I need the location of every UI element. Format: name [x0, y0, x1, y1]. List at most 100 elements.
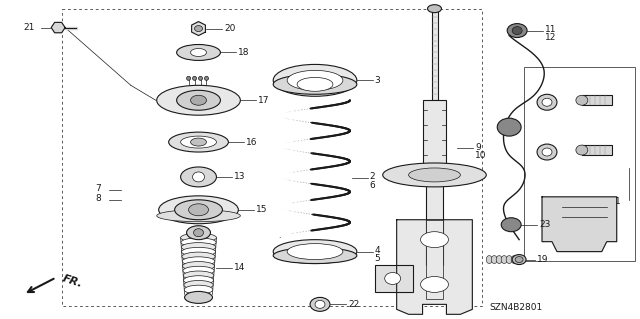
Ellipse shape	[512, 255, 526, 264]
Ellipse shape	[576, 95, 588, 105]
Text: SZN4B2801: SZN4B2801	[489, 303, 543, 312]
Ellipse shape	[492, 256, 497, 263]
Bar	[524, 67, 636, 261]
Ellipse shape	[512, 26, 522, 34]
Ellipse shape	[184, 280, 213, 289]
Text: 10: 10	[476, 151, 487, 160]
Ellipse shape	[310, 297, 330, 311]
Ellipse shape	[501, 218, 521, 232]
Ellipse shape	[191, 95, 207, 105]
Ellipse shape	[542, 98, 552, 106]
Ellipse shape	[506, 256, 512, 263]
Ellipse shape	[273, 248, 357, 263]
Polygon shape	[191, 22, 205, 35]
Ellipse shape	[182, 262, 214, 271]
Ellipse shape	[507, 24, 527, 38]
Ellipse shape	[273, 64, 357, 96]
Ellipse shape	[297, 78, 333, 91]
Ellipse shape	[542, 148, 552, 156]
Text: 2: 2	[370, 173, 376, 182]
Ellipse shape	[497, 118, 521, 136]
Ellipse shape	[169, 132, 228, 152]
Bar	[582, 145, 612, 155]
Text: 23: 23	[539, 220, 550, 229]
Ellipse shape	[157, 210, 241, 222]
Ellipse shape	[273, 74, 357, 94]
Bar	[431, 6, 438, 100]
Ellipse shape	[184, 276, 214, 285]
Ellipse shape	[537, 144, 557, 160]
Ellipse shape	[315, 300, 325, 308]
Ellipse shape	[181, 238, 216, 247]
Bar	[375, 264, 413, 293]
Ellipse shape	[501, 256, 507, 263]
Ellipse shape	[180, 136, 216, 148]
Ellipse shape	[187, 76, 191, 80]
Ellipse shape	[205, 76, 209, 80]
Polygon shape	[542, 197, 617, 252]
Ellipse shape	[177, 90, 220, 110]
Bar	[422, 100, 447, 175]
Ellipse shape	[383, 163, 486, 187]
Text: 12: 12	[545, 33, 556, 42]
Bar	[426, 220, 444, 300]
Text: 8: 8	[95, 194, 101, 203]
Text: 5: 5	[375, 254, 381, 263]
Ellipse shape	[273, 240, 357, 263]
Ellipse shape	[183, 271, 214, 280]
Ellipse shape	[486, 256, 492, 263]
Text: FR.: FR.	[61, 273, 84, 289]
Text: 3: 3	[375, 76, 381, 85]
Text: 21: 21	[23, 23, 35, 32]
Text: 9: 9	[476, 143, 481, 152]
Ellipse shape	[576, 145, 588, 155]
Ellipse shape	[428, 5, 442, 13]
Ellipse shape	[198, 76, 202, 80]
Ellipse shape	[511, 256, 517, 263]
Bar	[426, 181, 444, 264]
Ellipse shape	[175, 200, 223, 220]
Text: 16: 16	[246, 137, 258, 146]
Text: 6: 6	[370, 182, 376, 190]
Text: 17: 17	[259, 96, 270, 105]
Ellipse shape	[184, 285, 213, 294]
Ellipse shape	[182, 247, 216, 256]
Ellipse shape	[537, 94, 557, 110]
Ellipse shape	[177, 45, 220, 60]
Ellipse shape	[193, 229, 204, 237]
Ellipse shape	[385, 272, 401, 285]
Ellipse shape	[191, 138, 207, 146]
Bar	[582, 95, 612, 105]
Text: 20: 20	[225, 24, 236, 33]
Ellipse shape	[159, 196, 238, 224]
Text: 22: 22	[348, 300, 359, 309]
Ellipse shape	[189, 204, 209, 216]
Ellipse shape	[157, 85, 241, 115]
Ellipse shape	[180, 167, 216, 187]
Text: 1: 1	[615, 197, 621, 206]
Text: 18: 18	[238, 48, 250, 57]
Polygon shape	[51, 22, 65, 33]
Ellipse shape	[182, 252, 215, 261]
Ellipse shape	[184, 292, 212, 303]
Text: 11: 11	[545, 25, 557, 34]
Text: 4: 4	[375, 246, 380, 255]
Ellipse shape	[408, 168, 460, 182]
Ellipse shape	[191, 48, 207, 56]
Ellipse shape	[287, 244, 343, 260]
Ellipse shape	[187, 226, 211, 240]
Text: 7: 7	[95, 184, 101, 193]
Text: 13: 13	[234, 173, 246, 182]
Ellipse shape	[181, 243, 216, 252]
Ellipse shape	[287, 70, 343, 90]
Text: 19: 19	[537, 255, 548, 264]
Ellipse shape	[193, 76, 196, 80]
Ellipse shape	[420, 232, 449, 248]
Text: 14: 14	[234, 263, 246, 272]
Ellipse shape	[182, 257, 215, 266]
Ellipse shape	[193, 172, 205, 182]
Ellipse shape	[195, 26, 202, 32]
Polygon shape	[397, 220, 472, 314]
Bar	[62, 9, 483, 306]
Ellipse shape	[420, 277, 449, 293]
